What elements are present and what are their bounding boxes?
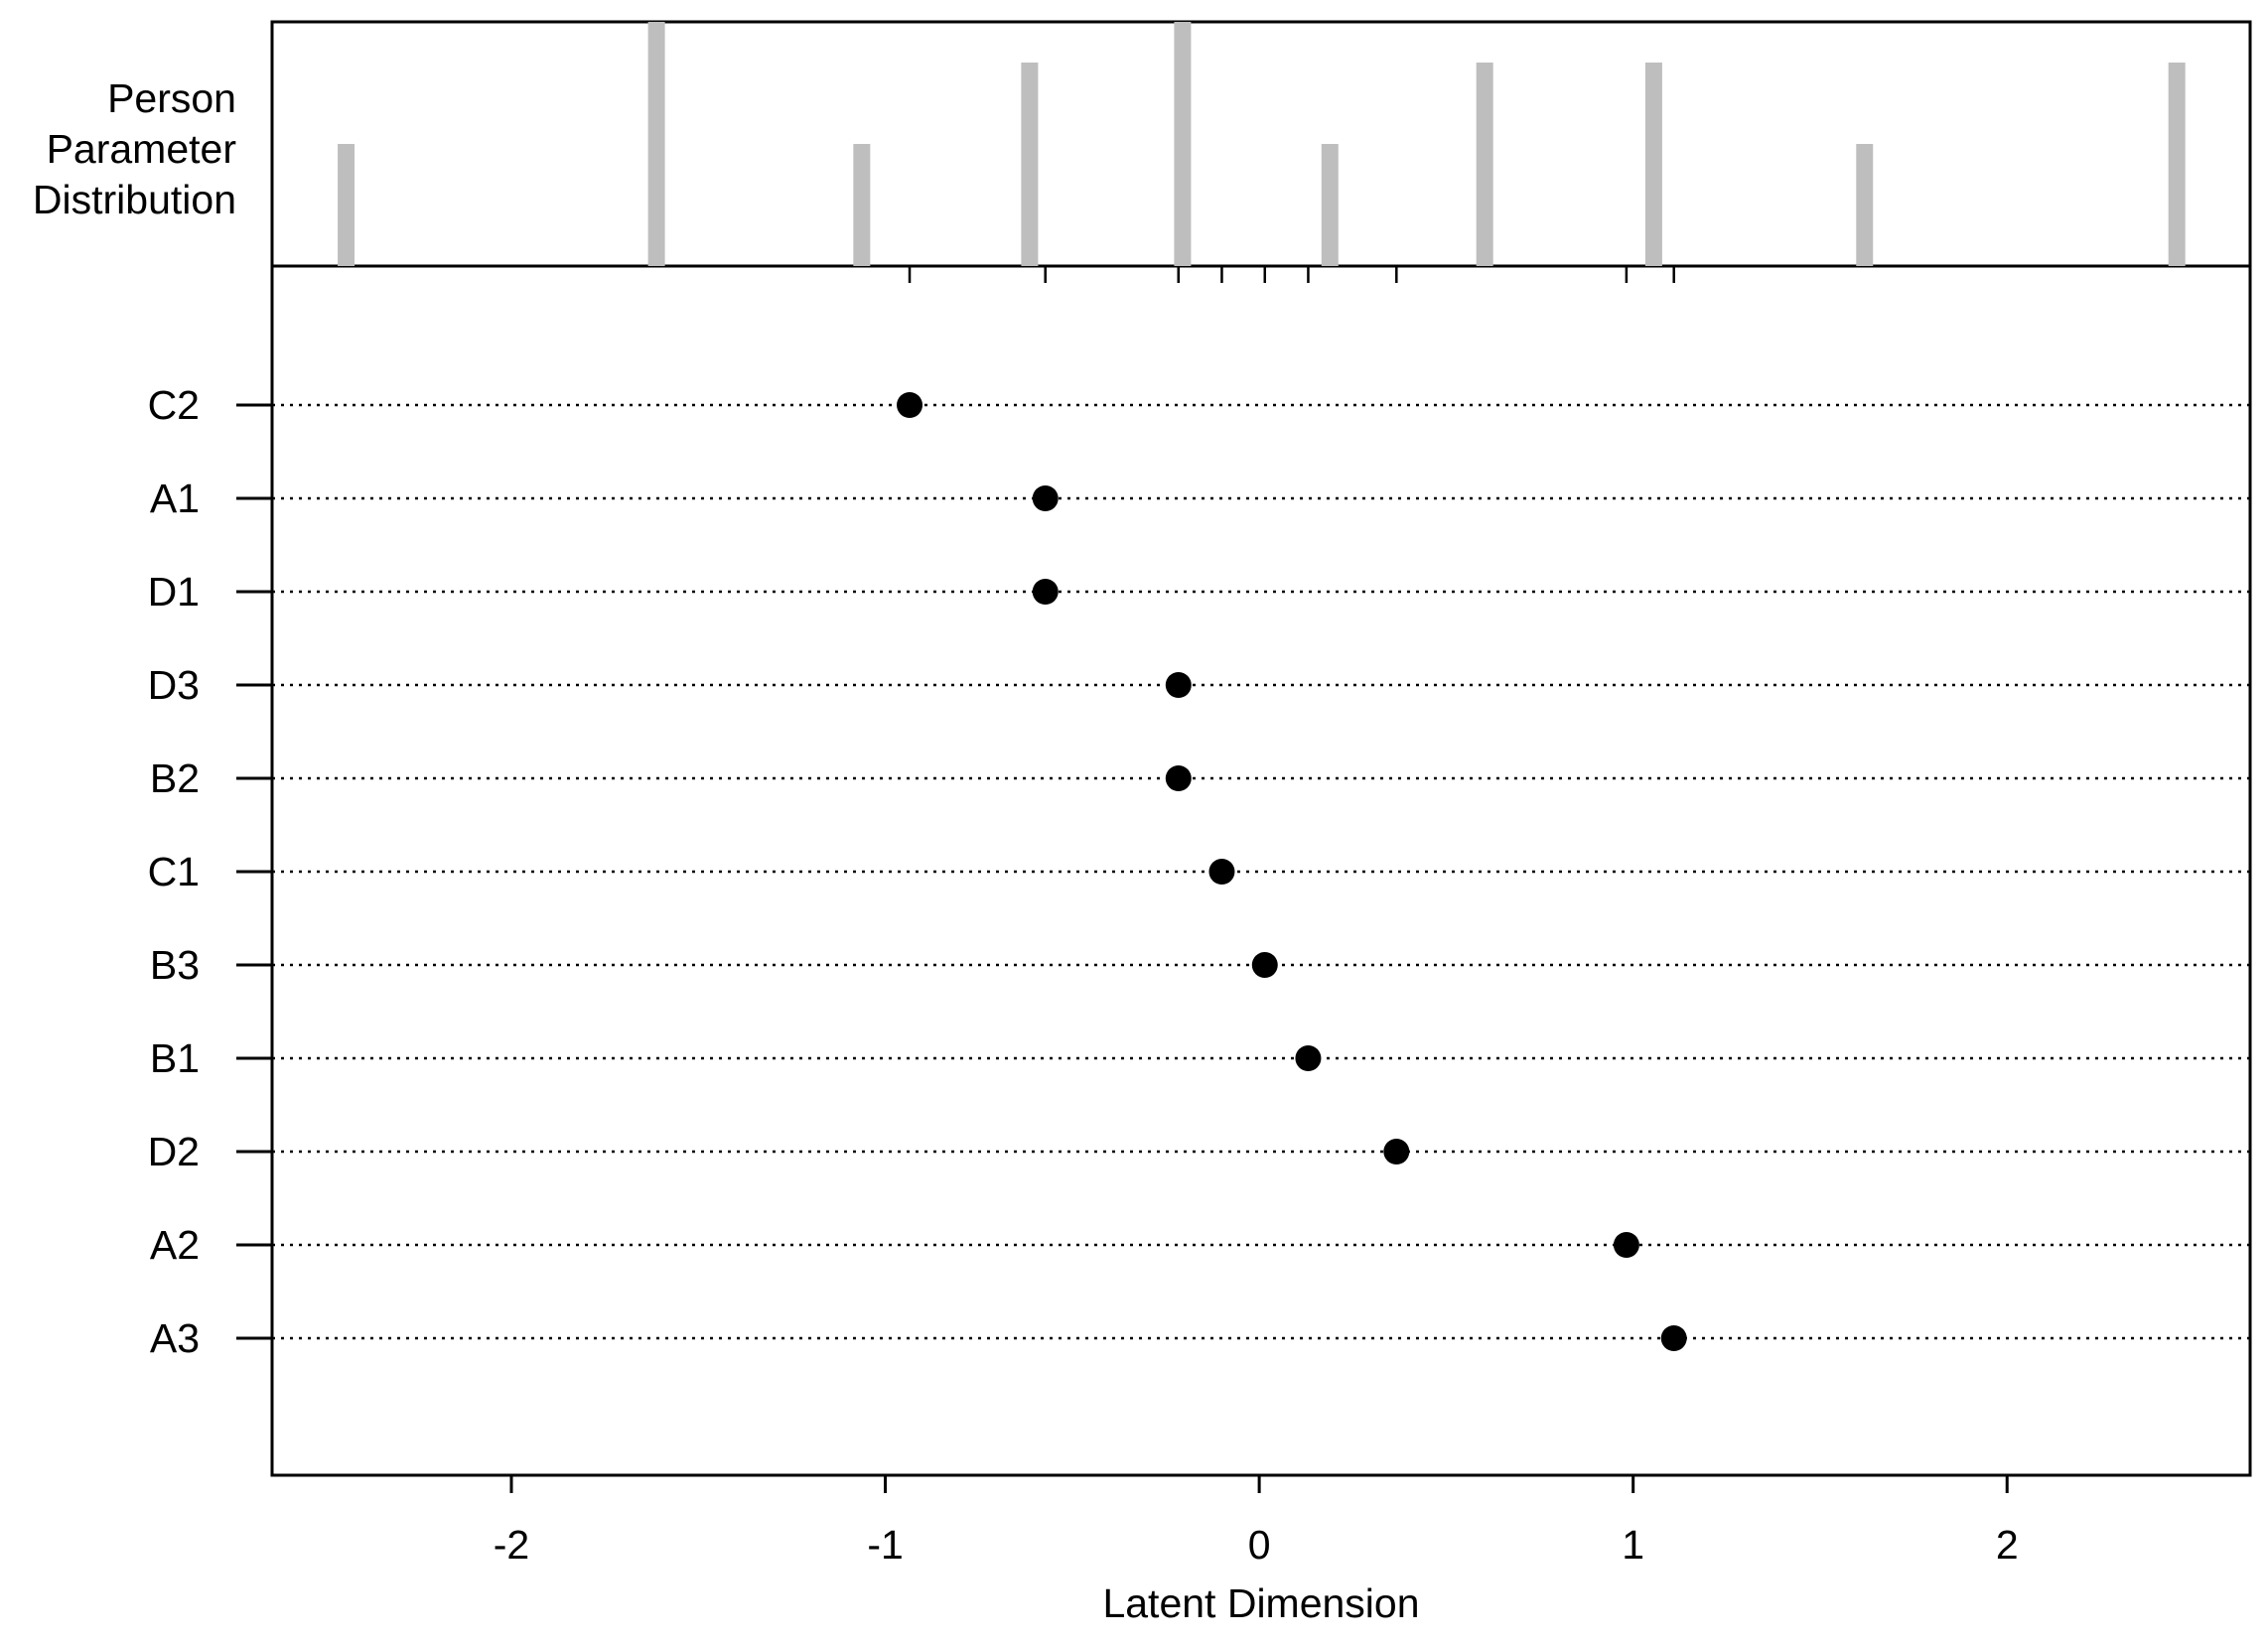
x-tick-label: 1 [1622,1522,1644,1568]
item-dot [1383,1139,1410,1164]
item-dot [1165,765,1192,791]
x-tick-label: -2 [494,1522,529,1568]
distribution-bar [1174,22,1192,266]
y-tick-label: C2 [148,382,200,428]
distribution-bar [1321,144,1339,266]
y-tick-label: D1 [148,569,200,615]
plot-frame [270,20,2252,1477]
y-tick-label: B3 [150,942,200,988]
item-dot [1295,1045,1322,1071]
distribution-bar [1021,63,1039,266]
item-dot [1660,1325,1687,1351]
item-dot [1032,579,1059,605]
distribution-bar [853,144,871,266]
y-tick-label: A2 [150,1222,200,1268]
y-tick-label: C1 [148,849,200,894]
y-tick-label: A1 [150,476,200,521]
distribution-bar [2168,63,2186,266]
x-tick-label: 2 [1996,1522,2019,1568]
item-dot [1208,859,1235,885]
y-tick-label: A3 [150,1315,200,1361]
distribution-bar [1856,144,1874,266]
x-axis-label: Latent Dimension [1102,1580,1419,1626]
item-dot [897,392,923,418]
y-tick-label: B1 [150,1035,200,1081]
distribution-bar [647,22,665,266]
distribution-label: Person Parameter Distribution [32,75,237,222]
y-tick-label: D3 [148,662,200,708]
item-dot [1032,485,1059,511]
item-dot [1613,1232,1639,1258]
item-dot [1165,672,1192,698]
y-tick-label: B2 [150,755,200,801]
x-tick-label: -1 [867,1522,903,1568]
distribution-bar [1476,63,1493,266]
distribution-bar [338,144,355,266]
y-tick-label: D2 [148,1129,200,1174]
item-dot [1251,952,1278,978]
distribution-bar [1644,63,1662,266]
x-tick-label: 0 [1248,1522,1271,1568]
